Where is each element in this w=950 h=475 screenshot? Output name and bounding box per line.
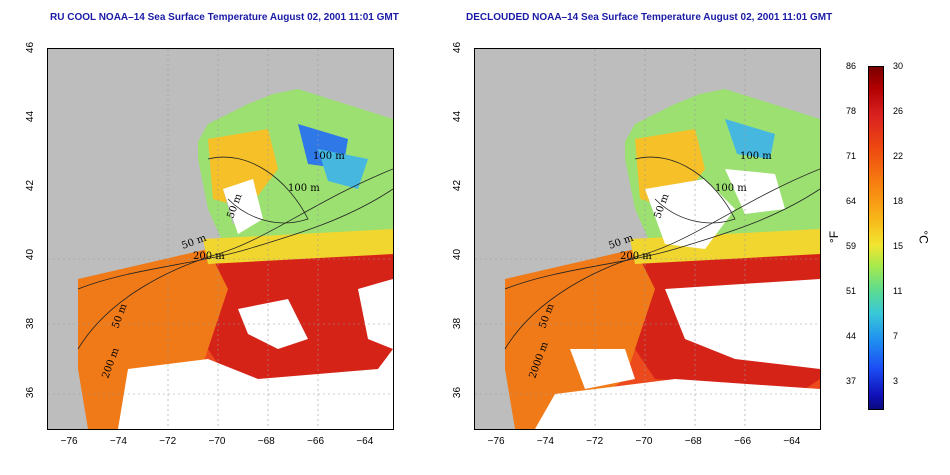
left-sst-map: 100 m 100 m 50 m 200 m 50 m 50 m 200 m (47, 48, 394, 430)
y-tick-label: 42 (452, 180, 464, 192)
x-tick-label: −64 (783, 436, 801, 447)
cold-patch (725, 119, 775, 159)
x-tick-label: −70 (635, 436, 653, 447)
depth-label: 50 m (180, 233, 208, 252)
left-map-title: RU COOL NOAA–14 Sea Surface Temperature … (50, 12, 399, 23)
y-tick-label: 36 (25, 387, 37, 399)
y-tick-label: 46 (452, 41, 464, 54)
land-mass (48, 49, 393, 429)
x-tick-label: −76 (60, 436, 78, 447)
cloud-region-south (118, 349, 393, 429)
colorbar-c-tick: 3 (893, 376, 899, 386)
colorbar-f-tick: 71 (846, 151, 857, 161)
cloud-region-east (358, 279, 393, 349)
x-tick-label: −74 (109, 436, 127, 447)
x-tick-label: −72 (159, 436, 177, 447)
x-tick-label: −66 (307, 436, 325, 447)
contour-200m (504, 188, 820, 290)
depth-label: 50 m (607, 233, 635, 252)
x-tick-label: −68 (257, 436, 275, 447)
depth-label: 100 m (313, 151, 345, 162)
colorbar-c-tick: 26 (893, 106, 904, 116)
cloud-region-center (645, 179, 735, 249)
cloud-region-se (665, 279, 820, 369)
colorbar-f-tick: 78 (846, 106, 857, 116)
x-tick-label: −76 (487, 436, 505, 447)
colorbar-f-tick: 37 (846, 376, 857, 386)
y-tick-label: 46 (25, 41, 37, 54)
colorbar-f-tick: 44 (846, 331, 857, 341)
colorbar-c-tick: 11 (893, 286, 903, 296)
x-tick-label: −70 (208, 436, 226, 447)
cloud-region-south (535, 379, 820, 429)
colorbar-c-tick: 22 (893, 151, 904, 161)
contour-50m (207, 156, 309, 224)
depth-label: 100 m (288, 183, 320, 194)
colorbar-c-tick: 30 (893, 61, 904, 71)
depth-label: 100 m (740, 151, 772, 162)
y-tick-label: 44 (452, 111, 464, 123)
right-sst-map: 100 m 100 m 50 m 200 m 50 m 50 m 2000 m (474, 48, 821, 430)
cloud-region-se2 (570, 349, 635, 389)
colorbar-f-tick: 59 (846, 241, 857, 251)
y-tick-label: 44 (25, 111, 37, 123)
contour-100m (77, 168, 393, 350)
right-map-title: DECLOUDED NOAA–14 Sea Surface Temperatur… (466, 12, 833, 23)
shelf-orange-region (505, 249, 655, 429)
land-mass (475, 49, 820, 429)
colorbar-c-tick: 15 (893, 241, 904, 251)
contour-200m (77, 188, 393, 290)
y-tick-label: 38 (452, 318, 464, 330)
depth-label: 100 m (715, 183, 747, 194)
x-tick-label: −74 (536, 436, 554, 447)
x-tick-label: −72 (586, 436, 604, 447)
depth-label: 200 m (193, 251, 225, 262)
depth-label: 200 m (620, 251, 652, 262)
slope-yellow-region (203, 229, 393, 264)
colorbar-f-tick: 86 (846, 61, 857, 71)
colorbar-f-tick: 51 (846, 286, 857, 296)
colorbar-f-tick: 64 (846, 196, 857, 206)
y-tick-label: 42 (25, 180, 37, 192)
contour-50m (634, 156, 736, 224)
y-tick-label: 40 (25, 249, 37, 261)
fahrenheit-unit-label: °F (827, 230, 842, 244)
temperature-colorbar (868, 66, 884, 410)
x-tick-label: −66 (734, 436, 752, 447)
cloud-region-center (223, 179, 263, 234)
x-tick-label: −68 (684, 436, 702, 447)
x-tick-label: −64 (356, 436, 374, 447)
y-tick-label: 40 (452, 249, 464, 261)
colorbar-c-tick: 7 (893, 331, 899, 341)
cloud-region-east (725, 169, 785, 214)
cold-patch-2 (318, 149, 368, 189)
colorbar-c-tick: 18 (893, 196, 904, 206)
y-tick-label: 38 (25, 318, 37, 330)
celsius-unit-label: °C (916, 230, 931, 244)
contour-100m (504, 168, 820, 350)
y-tick-label: 36 (452, 387, 464, 399)
